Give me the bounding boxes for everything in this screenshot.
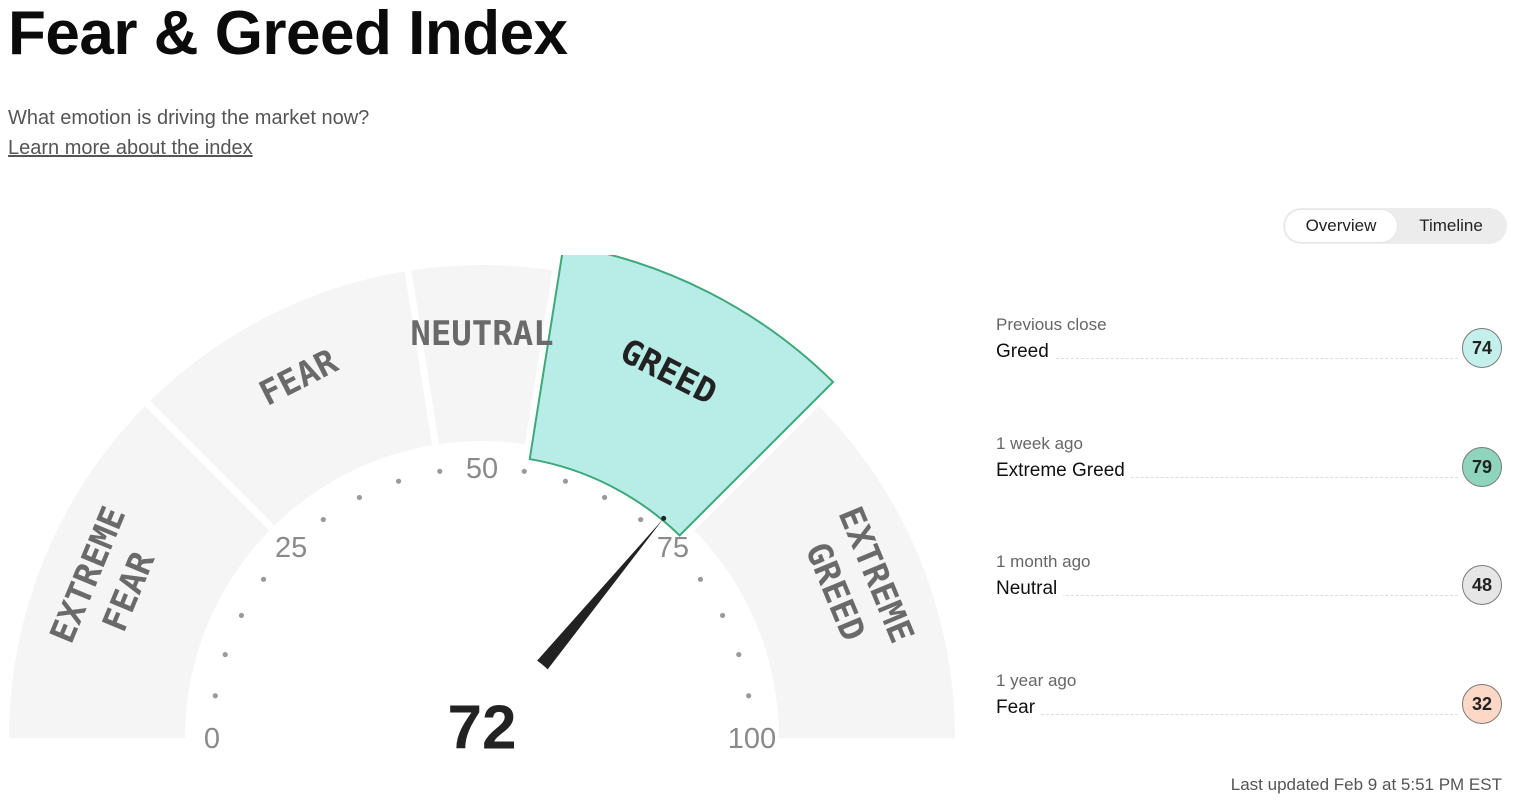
gauge-tick-dot [395, 478, 402, 484]
last-updated: Last updated Feb 9 at 5:51 PM EST [1230, 775, 1502, 794]
gauge-tick-dot [320, 516, 326, 523]
history-rating: Fear [996, 696, 1042, 720]
score-center-circle [387, 643, 577, 755]
gauge-tick-dot [601, 494, 608, 501]
gauge-tick-dot [638, 516, 644, 523]
gauge-segment-extreme-fear [9, 406, 270, 738]
gauge-tick-dot [437, 468, 443, 474]
gauge-segment-greed [528, 255, 835, 537]
gauge-tick-label-50: 50 [466, 453, 498, 485]
history-1-year-ago: 1 year ago Fear 32 [996, 670, 1502, 724]
history-when: Previous close [996, 315, 1107, 334]
gauge-segment-neutral [411, 265, 553, 445]
history-when: 1 year ago [996, 671, 1077, 690]
dotted-leader [996, 714, 1458, 715]
gauge-tick-dot [212, 693, 218, 699]
dotted-leader [996, 477, 1458, 478]
gauge-segment-extreme-greed [694, 406, 955, 738]
timeline-tab[interactable]: Timeline [1419, 216, 1483, 235]
view-toggle: Overview Timeline [1283, 208, 1507, 244]
gauge-tick-dot [746, 693, 752, 699]
history-score-badge: 32 [1462, 684, 1502, 724]
history-rating: Greed [996, 340, 1055, 364]
gauge-tick-dot [222, 651, 228, 658]
history-score-badge: 79 [1462, 447, 1502, 487]
gauge-tick-labels: 0 25 50 75 100 [204, 453, 776, 755]
gauge-segments [9, 255, 955, 738]
dotted-leader [996, 595, 1458, 596]
gauge-label-neutral: NEUTRAL [410, 314, 553, 354]
gauge-segment-fear [150, 271, 433, 526]
gauge-tick-dot [356, 494, 363, 501]
history-score-badge: 48 [1462, 565, 1502, 605]
current-score: 72 [448, 693, 517, 755]
history-when: 1 month ago [996, 552, 1091, 571]
gauge-tick-dot [719, 612, 726, 619]
overview-tab[interactable]: Overview [1285, 210, 1397, 242]
gauge-tick-dot [260, 576, 267, 582]
gauge-tick-label-100: 100 [728, 723, 776, 755]
learn-more-link[interactable]: Learn more about the index [8, 137, 253, 159]
gauge-needle-tip [661, 515, 667, 521]
history-rating: Neutral [996, 577, 1064, 601]
gauge-tick-dot [238, 612, 245, 619]
dotted-leader [996, 358, 1458, 359]
history-previous-close: Previous close Greed 74 [996, 314, 1502, 368]
page-subtitle: What emotion is driving the market now? [8, 107, 370, 129]
history-1-week-ago: 1 week ago Extreme Greed 79 [996, 433, 1502, 487]
history-score-badge: 74 [1462, 328, 1502, 368]
page-title: Fear & Greed Index [8, 0, 568, 68]
gauge-tick-dot [521, 468, 527, 474]
history-1-month-ago: 1 month ago Neutral 48 [996, 551, 1502, 605]
gauge-tick-label-75: 75 [657, 532, 689, 564]
gauge-tick-label-25: 25 [275, 532, 307, 564]
gauge-tick-dot [736, 651, 742, 658]
history-when: 1 week ago [996, 434, 1083, 453]
gauge-tick-dot [562, 478, 569, 484]
gauge-tick-dots [212, 468, 752, 699]
history-rating: Extreme Greed [996, 459, 1131, 483]
gauge-tick-dot [697, 576, 704, 582]
gauge-tick-label-0: 0 [204, 723, 220, 755]
